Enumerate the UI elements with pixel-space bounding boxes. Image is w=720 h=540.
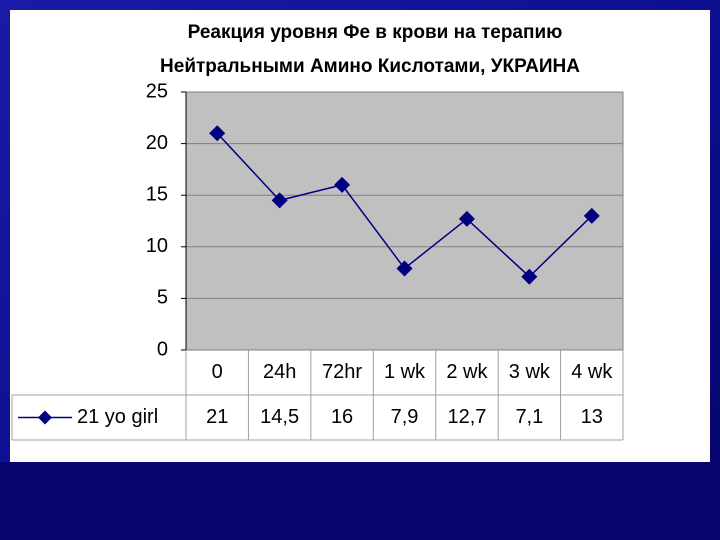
x-tick-label: 1 wk bbox=[384, 361, 426, 383]
data-table-value: 7,9 bbox=[391, 406, 419, 428]
data-table-value: 14,5 bbox=[260, 406, 299, 428]
point-marker bbox=[583, 207, 600, 224]
point-marker bbox=[271, 192, 288, 209]
x-tick-label: 24h bbox=[263, 361, 296, 383]
y-tick-label: 15 bbox=[146, 183, 168, 205]
point-marker bbox=[396, 260, 413, 277]
x-tick-label: 2 wk bbox=[446, 361, 488, 383]
x-tick-label: 3 wk bbox=[509, 361, 551, 383]
point-marker bbox=[209, 125, 226, 142]
data-table-value: 16 bbox=[331, 406, 353, 428]
y-tick-label: 10 bbox=[146, 235, 168, 257]
point-marker bbox=[334, 176, 351, 193]
x-tick-label: 0 bbox=[212, 361, 223, 383]
plot-area bbox=[185, 91, 624, 351]
x-tick-label: 72hr bbox=[322, 361, 362, 383]
point-marker bbox=[521, 268, 538, 285]
chart-title: Реакция уровня Фе в крови на терапию bbox=[188, 22, 563, 43]
data-table-value: 21 bbox=[206, 406, 228, 428]
footer-band bbox=[0, 462, 720, 540]
y-tick-label: 5 bbox=[157, 287, 168, 309]
data-table-value: 13 bbox=[581, 406, 603, 428]
data-table-value: 7,1 bbox=[515, 406, 543, 428]
point-marker bbox=[458, 210, 475, 227]
data-table-value: 12,7 bbox=[447, 406, 486, 428]
chart-title: Нейтральными Амино Кислотами, УКРАИНА bbox=[160, 56, 580, 77]
y-tick-label: 20 bbox=[146, 132, 168, 154]
legend-marker bbox=[38, 410, 52, 425]
legend-label: 21 yo girl bbox=[77, 406, 158, 428]
y-tick-label: 25 bbox=[146, 80, 168, 102]
y-tick-label: 0 bbox=[157, 338, 168, 360]
x-tick-label: 4 wk bbox=[571, 361, 613, 383]
